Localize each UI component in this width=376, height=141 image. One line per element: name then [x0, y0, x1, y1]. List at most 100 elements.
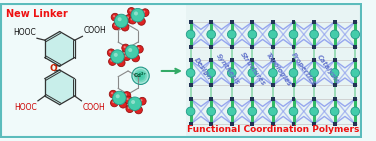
- Bar: [312, 122, 316, 126]
- Bar: [209, 122, 213, 126]
- Circle shape: [125, 93, 127, 96]
- Circle shape: [207, 30, 215, 39]
- Circle shape: [331, 30, 339, 39]
- Bar: [189, 83, 193, 87]
- Circle shape: [132, 54, 139, 62]
- Circle shape: [121, 50, 129, 58]
- Bar: [291, 59, 296, 62]
- Circle shape: [114, 24, 117, 26]
- Bar: [353, 122, 357, 126]
- Bar: [250, 97, 254, 101]
- Circle shape: [126, 98, 129, 100]
- Bar: [189, 97, 193, 101]
- Circle shape: [112, 101, 115, 103]
- Circle shape: [268, 69, 277, 77]
- Bar: [271, 59, 275, 62]
- Circle shape: [109, 90, 117, 98]
- Circle shape: [118, 17, 122, 21]
- Bar: [333, 97, 337, 101]
- Bar: [353, 45, 357, 49]
- Circle shape: [351, 30, 359, 39]
- Bar: [250, 20, 254, 24]
- Circle shape: [186, 30, 195, 39]
- Circle shape: [121, 23, 129, 31]
- Circle shape: [351, 107, 359, 116]
- Text: O: O: [49, 64, 57, 73]
- Circle shape: [331, 107, 339, 116]
- Bar: [250, 59, 254, 62]
- Circle shape: [207, 69, 215, 77]
- Circle shape: [111, 50, 124, 63]
- Circle shape: [134, 69, 147, 82]
- Circle shape: [130, 18, 133, 20]
- Bar: [353, 20, 357, 24]
- Text: COOH: COOH: [82, 103, 105, 112]
- Circle shape: [136, 45, 143, 53]
- Bar: [209, 83, 213, 87]
- Bar: [333, 83, 337, 87]
- Circle shape: [186, 69, 195, 77]
- Bar: [312, 45, 316, 49]
- Circle shape: [123, 53, 131, 61]
- Circle shape: [125, 55, 127, 57]
- Circle shape: [310, 107, 318, 116]
- Bar: [353, 59, 357, 62]
- Circle shape: [310, 30, 318, 39]
- Text: Structures: Structures: [240, 51, 267, 87]
- Bar: [333, 122, 337, 126]
- Circle shape: [289, 69, 298, 77]
- Bar: [312, 59, 316, 62]
- Bar: [209, 20, 213, 24]
- Bar: [250, 45, 254, 49]
- Bar: [271, 83, 275, 87]
- Circle shape: [126, 105, 133, 113]
- Circle shape: [227, 30, 236, 39]
- Circle shape: [289, 30, 298, 39]
- Text: Catalysis: Catalysis: [316, 53, 341, 85]
- Circle shape: [119, 100, 127, 108]
- Circle shape: [115, 14, 128, 28]
- Bar: [271, 122, 275, 126]
- Circle shape: [268, 107, 277, 116]
- Bar: [230, 45, 234, 49]
- Circle shape: [123, 92, 131, 99]
- Circle shape: [128, 48, 132, 52]
- Bar: [230, 59, 234, 62]
- Circle shape: [111, 13, 119, 21]
- Circle shape: [128, 97, 141, 110]
- Circle shape: [351, 69, 359, 77]
- Text: HOOC: HOOC: [14, 103, 37, 112]
- Bar: [353, 97, 357, 101]
- Text: Functional Coordination Polymers: Functional Coordination Polymers: [187, 125, 359, 134]
- Bar: [271, 45, 275, 49]
- Circle shape: [113, 91, 126, 105]
- Circle shape: [131, 8, 144, 22]
- Bar: [333, 20, 337, 24]
- Circle shape: [248, 30, 257, 39]
- Circle shape: [113, 15, 115, 17]
- Bar: [312, 97, 316, 101]
- Circle shape: [186, 107, 195, 116]
- Bar: [209, 97, 213, 101]
- Text: Synthesis: Synthesis: [215, 52, 241, 86]
- Circle shape: [138, 73, 143, 79]
- Circle shape: [111, 99, 118, 107]
- Bar: [189, 20, 193, 24]
- Bar: [250, 83, 254, 87]
- Circle shape: [139, 19, 142, 22]
- Circle shape: [107, 49, 115, 57]
- Circle shape: [135, 106, 143, 114]
- Bar: [189, 122, 193, 126]
- Circle shape: [129, 16, 136, 24]
- Circle shape: [136, 71, 146, 81]
- Bar: [271, 20, 275, 24]
- Bar: [291, 20, 296, 24]
- Circle shape: [207, 107, 215, 116]
- Bar: [230, 97, 234, 101]
- Bar: [333, 45, 337, 49]
- Circle shape: [141, 9, 149, 16]
- Circle shape: [136, 108, 139, 110]
- Bar: [209, 59, 213, 62]
- Bar: [291, 83, 296, 87]
- Bar: [353, 83, 357, 87]
